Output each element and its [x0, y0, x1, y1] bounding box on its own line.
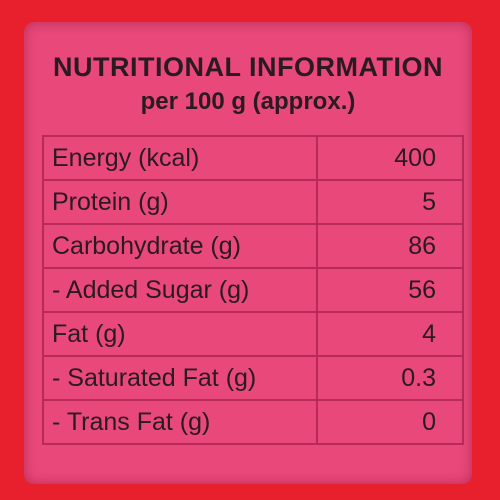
nutrient-name: - Added Sugar (g): [42, 267, 318, 313]
nutrient-name: Protein (g): [42, 179, 318, 225]
nutrient-value: 86: [316, 223, 464, 269]
nutrient-name: - Saturated Fat (g): [42, 355, 318, 401]
nutrition-table: Energy (kcal) 400 Protein (g) 5 Carbohydrate…: [42, 135, 464, 445]
subtitle: per 100 g (approx.): [140, 88, 356, 115]
table-row: - Trans Fat (g) 0: [42, 399, 464, 445]
table-row: Fat (g) 4: [42, 311, 464, 357]
label-panel: NUTRITIONAL INFORMATION per 100 g (appro…: [24, 22, 472, 484]
nutrient-value: 56: [316, 267, 464, 313]
nutrient-value: 4: [316, 311, 464, 357]
nutrient-name: - Trans Fat (g): [42, 399, 318, 445]
nutrient-value: 400: [316, 135, 464, 181]
nutrient-value: 0.3: [316, 355, 464, 401]
nutrient-name: Fat (g): [42, 311, 318, 357]
table-row: Energy (kcal) 400: [42, 135, 464, 181]
nutrient-value: 5: [316, 179, 464, 225]
table-row: Protein (g) 5: [42, 179, 464, 225]
table-row: - Added Sugar (g) 56: [42, 267, 464, 313]
table-row: Carbohydrate (g) 86: [42, 223, 464, 269]
nutrient-value: 0: [316, 399, 464, 445]
nutrient-name: Carbohydrate (g): [42, 223, 318, 269]
table-row: - Saturated Fat (g) 0.3: [42, 355, 464, 401]
nutrient-name: Energy (kcal): [42, 135, 318, 181]
title: NUTRITIONAL INFORMATION: [53, 52, 443, 82]
